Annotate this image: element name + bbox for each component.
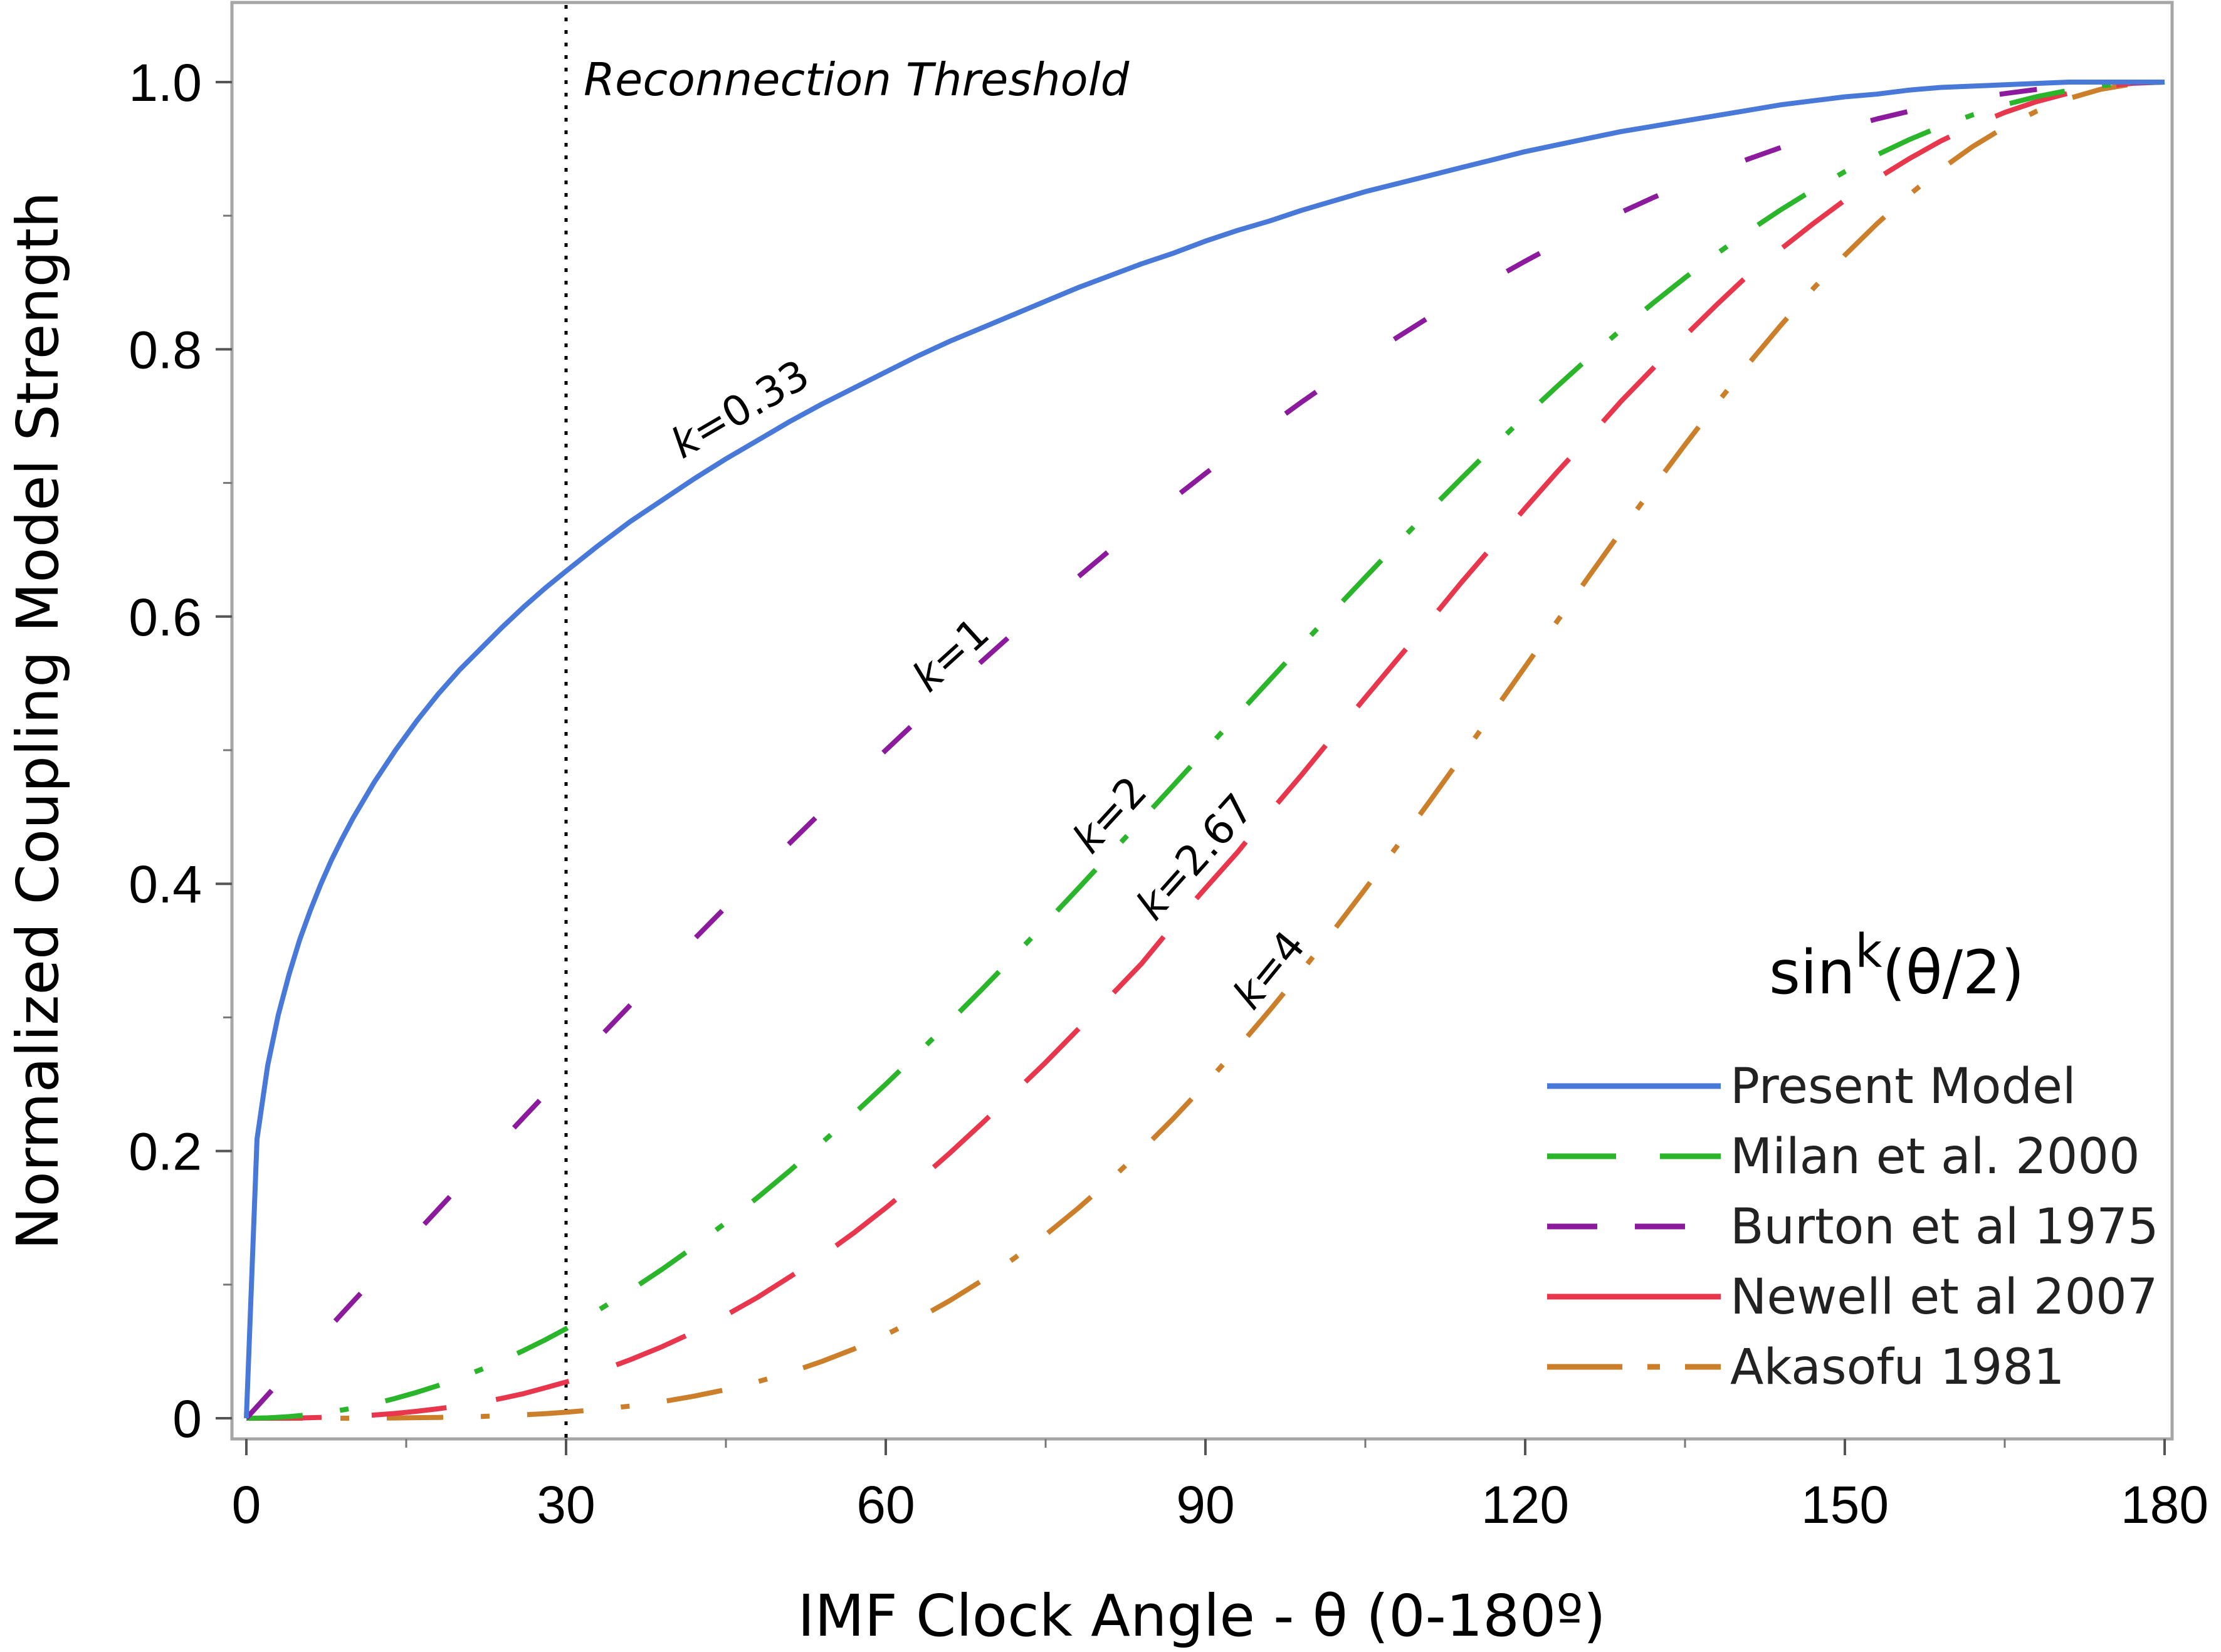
- x-tick-label: 30: [537, 1475, 595, 1534]
- series-line-akasofu-1981: [246, 80, 2165, 1421]
- y-tick-label: 0.2: [129, 1122, 202, 1181]
- y-tick-label: 0.4: [129, 855, 202, 914]
- legend-title: sink(θ/2): [1769, 924, 2024, 1008]
- series-line-present-model: [244, 80, 2165, 1419]
- legend-entries: Present Model Milan et al. 2000 Burton et …: [1547, 1059, 2159, 1396]
- curve-labels: k=0.33k=2k=1k=2.67k=4: [663, 350, 1315, 1018]
- x-tick-label: 180: [2121, 1475, 2208, 1534]
- curve-label: k=2: [1063, 767, 1156, 862]
- plot-frame: [230, 1, 2174, 1441]
- x-tick-label: 0: [232, 1475, 261, 1534]
- legend-label: Akasofu 1981: [1730, 1339, 2065, 1396]
- y-tick-label: 0.6: [129, 588, 202, 647]
- y-axis-title: Normalized Coupling Model Strength: [4, 192, 71, 1250]
- reconnection-threshold-label: Reconnection Threshold: [584, 53, 1130, 106]
- series-line-newell-et-al-2007: [246, 80, 2165, 1421]
- axis-ticks: [216, 81, 2166, 1455]
- x-tick-label: 150: [1801, 1475, 1889, 1534]
- legend-label: Milan et al. 2000: [1730, 1129, 2140, 1185]
- y-tick-label: 0: [172, 1389, 202, 1448]
- legend: sink(θ/2) Present Model Milan et al. 2000…: [1547, 924, 2159, 1396]
- series-line-milan-et-al-2000: [246, 80, 2165, 1421]
- x-axis-title: IMF Clock Angle - θ (0-180º): [797, 1582, 1605, 1649]
- legend-label: Burton et al 1975: [1730, 1199, 2159, 1255]
- x-tick-label: 90: [1176, 1475, 1234, 1534]
- y-tick-label: 0.8: [129, 320, 202, 379]
- axis-tick-labels: 0 30 60 90 120 150 180 0 0.2 0.4 0.6 0.8 1.0: [129, 53, 2208, 1534]
- legend-label: Newell et al 2007: [1730, 1269, 2158, 1325]
- legend-label: Present Model: [1730, 1059, 2076, 1115]
- x-tick-label: 120: [1481, 1475, 1569, 1534]
- y-tick-label: 1.0: [129, 53, 202, 112]
- x-tick-label: 60: [856, 1475, 915, 1534]
- series-layer: [244, 80, 2165, 1421]
- curve-label: k=4: [1224, 922, 1315, 1018]
- curve-label: k=1: [903, 609, 999, 701]
